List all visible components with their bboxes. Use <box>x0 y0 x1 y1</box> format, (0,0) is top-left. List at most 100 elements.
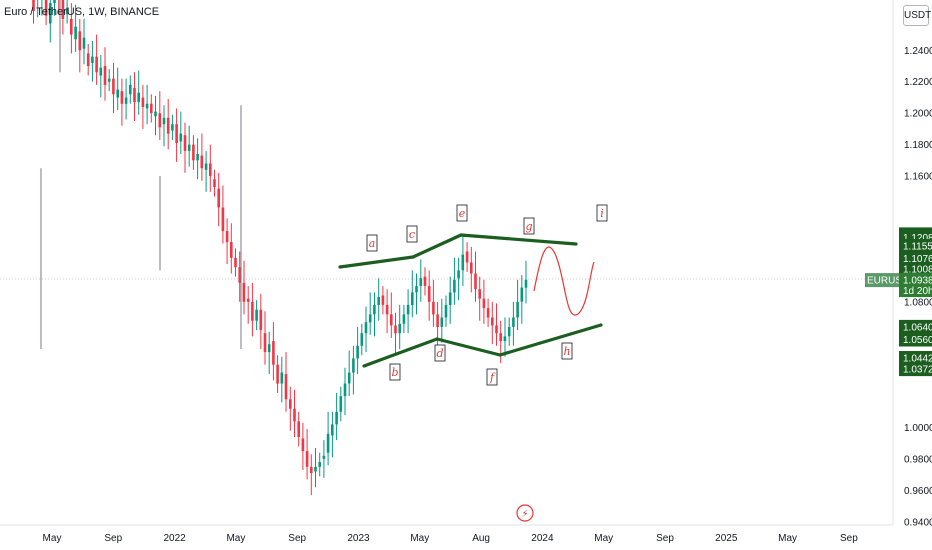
candle-body <box>461 254 465 271</box>
candle-body <box>503 336 507 342</box>
candle-body <box>78 31 82 51</box>
time-tick-label: Sep <box>104 533 122 544</box>
price-tick-label: 1.2200 <box>904 77 932 88</box>
candle-body <box>137 92 140 103</box>
candle-body <box>331 424 334 436</box>
candle-body <box>225 231 229 243</box>
candle-body <box>406 304 410 315</box>
candle-body <box>204 163 208 170</box>
candle-body <box>103 66 107 85</box>
candle-body <box>457 270 460 279</box>
wave-label-c: c <box>409 228 415 241</box>
time-axis[interactable]: May Sep 2022 May Sep 2023 May Aug 2024 May Sep 2025… <box>0 524 893 544</box>
candle-body <box>415 286 418 293</box>
candle-body <box>86 53 90 66</box>
candle-body <box>272 341 275 365</box>
wave-trendline <box>362 337 439 368</box>
currency-button[interactable]: USDT <box>903 5 931 26</box>
replay-icon[interactable]: ⚡ <box>516 504 534 522</box>
candle-body <box>280 372 284 384</box>
wave-label-box <box>366 234 378 252</box>
price-tick-label: 0.9800 <box>904 455 932 466</box>
candle-body <box>411 292 414 305</box>
candle-body <box>221 207 225 232</box>
price-tag-label: 1.0560 <box>903 335 932 346</box>
price-tag-label: 1.0372 <box>903 365 932 376</box>
time-tick-label: 2025 <box>715 533 738 544</box>
candles-layer <box>32 0 528 496</box>
candle-body <box>124 97 128 104</box>
price-tick-label: 1.0000 <box>904 423 932 434</box>
candle-body <box>44 0 48 16</box>
candle-body <box>495 325 498 334</box>
time-tick-label: Aug <box>472 533 490 544</box>
candle-body <box>234 257 237 268</box>
candle-body <box>166 117 170 134</box>
candle-body <box>74 26 77 40</box>
price-tag-label: 1.1155 <box>903 242 932 253</box>
candle-body <box>171 124 174 131</box>
candle-body <box>263 333 267 353</box>
time-tick-label: 2023 <box>347 533 370 544</box>
candle-body <box>217 188 220 208</box>
candle-body <box>129 84 132 95</box>
candle-body <box>183 135 187 151</box>
candle-body <box>482 298 486 309</box>
wave-trendline <box>435 337 502 357</box>
candle-body <box>322 455 326 459</box>
price-tag <box>899 239 932 253</box>
candle-body <box>82 37 86 49</box>
symbol-tag-label: EURUSDT <box>867 276 915 287</box>
price-tick-label: 1.2000 <box>904 109 932 120</box>
time-tick-label: 2022 <box>163 533 186 544</box>
wave-label-b: b <box>391 366 398 379</box>
candle-body <box>32 0 35 11</box>
price-tag-label: 1.1076 <box>903 254 932 265</box>
candle-body <box>398 323 401 334</box>
candle-body <box>436 314 439 327</box>
wave-label-f: f <box>489 371 496 384</box>
price-tag <box>899 262 932 277</box>
wave-label-box <box>389 363 401 381</box>
candle-body <box>133 88 136 103</box>
wave-trendlines <box>338 233 603 368</box>
candle-body <box>120 91 124 104</box>
wave-trendline <box>498 323 603 357</box>
wave-label-box <box>434 344 446 362</box>
candle-body <box>284 374 288 400</box>
price-tick-label: 1.2400 <box>904 46 932 57</box>
time-tick-label: Sep <box>288 533 306 544</box>
candle-body <box>162 117 166 125</box>
candle-body <box>335 411 338 425</box>
wave-label-h: h <box>563 345 570 358</box>
candle-body <box>356 345 359 359</box>
wave-label-d: d <box>436 347 443 360</box>
price-tick-label: 1.1800 <box>904 140 932 151</box>
candle-body <box>259 309 263 331</box>
price-tick-label: 0.9400 <box>904 517 932 528</box>
wave-trendline <box>338 255 415 269</box>
candle-body <box>255 309 258 321</box>
time-tick-label: May <box>410 533 429 544</box>
wave-label-a: a <box>369 237 376 250</box>
candle-body <box>419 278 423 287</box>
price-tag-label: 1.1208 <box>903 233 932 244</box>
time-tick-label: May <box>594 533 613 544</box>
candle-body <box>158 113 162 128</box>
candle-body <box>99 67 103 76</box>
candle-body <box>70 18 73 35</box>
candle-body <box>209 163 212 177</box>
candle-body <box>230 242 233 258</box>
candle-body <box>423 276 427 286</box>
candle-body <box>486 308 490 318</box>
wave-label-i: i <box>600 207 604 220</box>
price-axis[interactable]: 1.2400 1.2200 1.2000 1.1800 1.1600 1.0800 1.00… <box>865 0 932 528</box>
candle-body <box>213 179 216 188</box>
candle-body <box>238 267 241 283</box>
candle-body <box>91 56 94 63</box>
candle-body <box>141 97 145 107</box>
candle-body <box>381 295 385 305</box>
